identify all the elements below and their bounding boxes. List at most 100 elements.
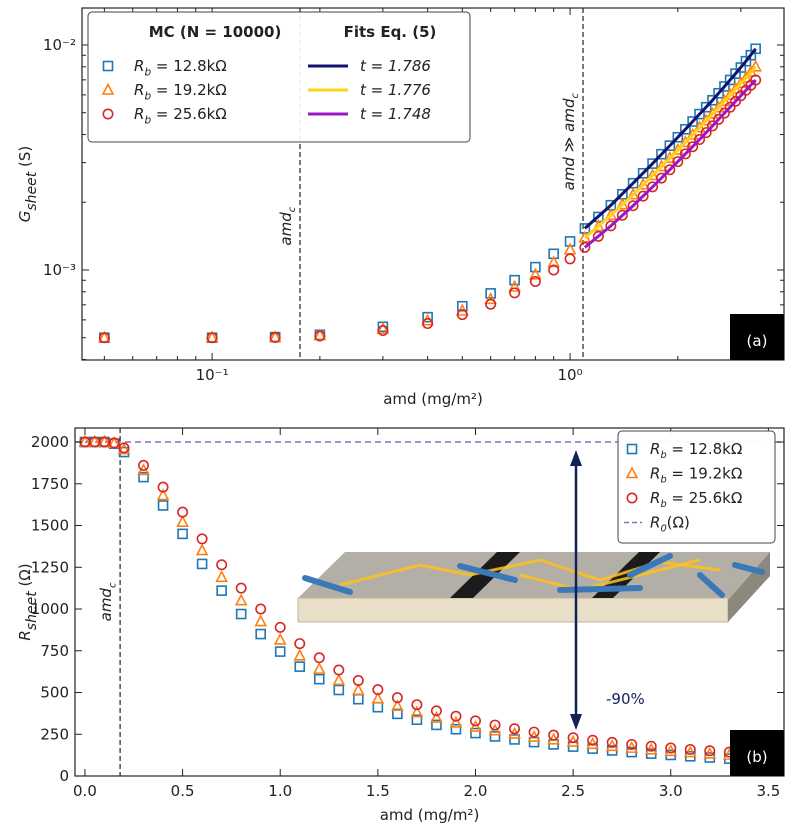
point (529, 275, 541, 287)
point (704, 745, 716, 757)
point (470, 727, 481, 739)
point (294, 638, 306, 650)
point (117, 442, 131, 455)
point (749, 59, 762, 72)
y-tick-label: 1500 (31, 517, 69, 535)
panel-label-box (730, 314, 784, 360)
x-tick-label: 10⁻¹ (196, 366, 229, 384)
point (254, 614, 268, 627)
threshold-label: amdc (97, 582, 118, 621)
point (273, 632, 287, 645)
point (450, 723, 462, 735)
x-tick-label: 0.5 (171, 782, 195, 800)
point (332, 673, 346, 686)
point (509, 723, 521, 735)
y-axis-label: Rsheet (Ω) (16, 563, 40, 640)
point (410, 705, 424, 718)
nanowire-inset (297, 552, 770, 623)
point (627, 200, 639, 212)
y-axis-label-part: (S) (16, 146, 34, 172)
point (177, 506, 189, 518)
legend-label-part: R (650, 465, 660, 483)
point (647, 181, 659, 193)
legend-label-part: R (650, 489, 660, 507)
point (313, 673, 325, 685)
legend-label: Rb = 25.6kΩ (134, 105, 227, 127)
nanowire (697, 572, 725, 598)
point (664, 744, 678, 757)
point (293, 648, 307, 661)
point (679, 148, 691, 160)
point (352, 683, 365, 696)
series (79, 436, 735, 758)
legend-label-part: b (660, 475, 666, 486)
point (313, 652, 325, 664)
point (672, 156, 684, 168)
x-axis-label: amd (mg/m²) (380, 806, 480, 824)
legend-marker (101, 82, 115, 95)
x-tick-label: 0.0 (73, 782, 97, 800)
y-tick-label: 0 (59, 767, 69, 785)
point (687, 141, 699, 153)
point (411, 699, 423, 711)
reduction-arrow (570, 450, 582, 730)
y-tick-label: 1250 (31, 558, 69, 576)
nanowire (557, 585, 643, 593)
point (235, 582, 247, 594)
point (509, 274, 520, 286)
point (548, 729, 560, 741)
x-tick-label: 3.0 (659, 782, 683, 800)
point (672, 131, 684, 143)
legend-label-part: = 19.2kΩ (151, 81, 227, 99)
point (713, 113, 725, 125)
y-axis-label-part: (Ω) (16, 563, 34, 591)
legend-label-part: 0 (660, 524, 666, 535)
legend-title: MC (N = 10000) (149, 23, 282, 41)
point (216, 559, 228, 571)
point (235, 608, 247, 620)
point (665, 742, 677, 754)
point (138, 471, 149, 483)
point (645, 740, 657, 752)
legend-label-part: = 12.8kΩ (151, 57, 227, 75)
x-tick-label: 2.5 (561, 782, 585, 800)
y-axis-label-part: sheet (24, 591, 40, 630)
legend-label-part: = 19.2kΩ (667, 465, 743, 483)
point (255, 603, 267, 615)
fit-line (583, 78, 757, 249)
point (605, 220, 617, 232)
point (656, 148, 667, 160)
point (528, 736, 540, 748)
y-axis-label-part: R (16, 630, 34, 640)
legend-label: Rb = 19.2kΩ (650, 465, 742, 486)
panel-label-box (730, 730, 784, 776)
point (706, 120, 718, 132)
arrow-head (570, 714, 582, 730)
point (268, 330, 282, 343)
point (255, 628, 266, 640)
y-tick-label: 1750 (31, 475, 69, 493)
point (587, 734, 599, 746)
plot-area (98, 8, 762, 360)
arrow-head (570, 450, 582, 466)
y-tick-label: 500 (40, 684, 69, 702)
legend-label-part: R (650, 440, 660, 458)
point (274, 646, 286, 657)
legend-label: Rb = 19.2kΩ (134, 81, 227, 103)
point (195, 543, 209, 556)
nanowire (302, 575, 353, 595)
threshold-label-part: c (570, 93, 581, 99)
x-tick-label: 3.5 (756, 782, 780, 800)
chart-panel: 0.0 0.5 1.0 1.5 2.0 2.5 3.0 3.5 0 250 500 750 1000 12… (16, 427, 785, 824)
point (586, 737, 599, 750)
x-tick-label: 2.0 (464, 782, 488, 800)
threshold-label-part: amd ≫ amd (560, 98, 578, 190)
point (234, 593, 248, 606)
legend-label-part: R (134, 105, 144, 123)
point (484, 292, 497, 305)
point (313, 328, 327, 341)
point (206, 332, 218, 344)
annotation: -90% (606, 690, 645, 708)
y-tick-label: 10⁻³ (43, 261, 76, 279)
